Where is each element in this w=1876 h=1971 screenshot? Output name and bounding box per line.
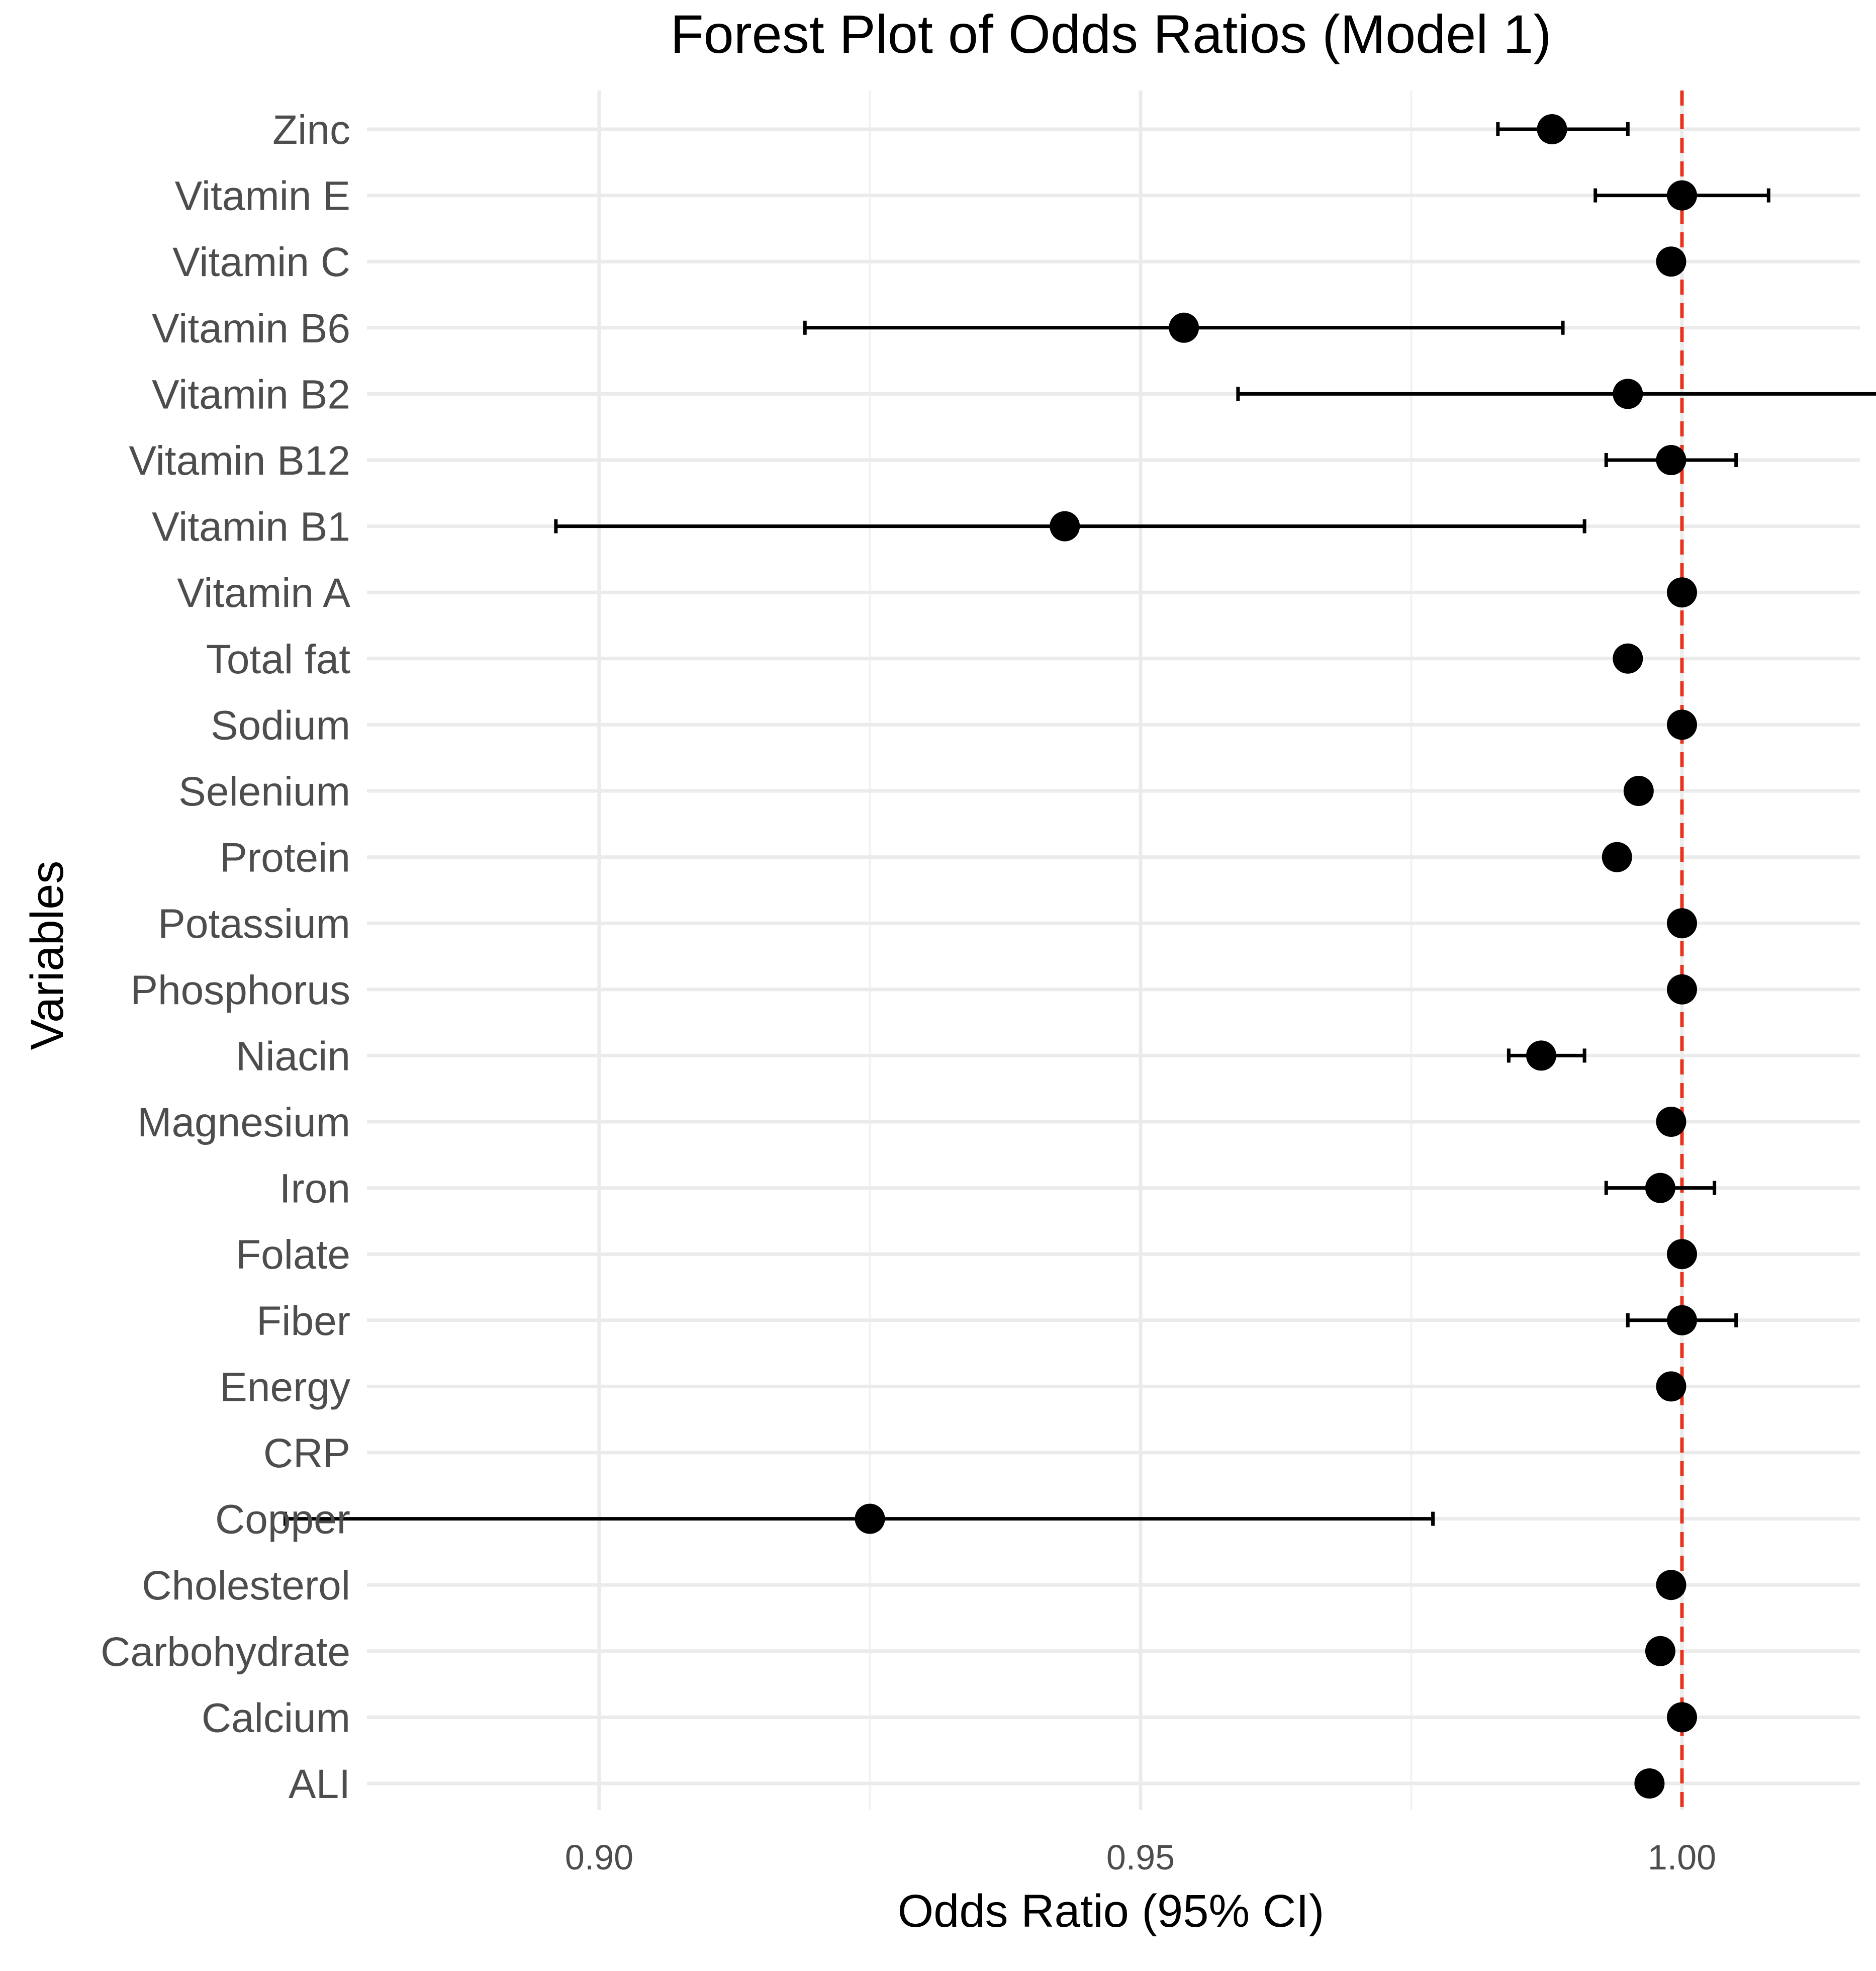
odds-ratio-point xyxy=(1667,974,1697,1005)
x-axis-title: Odds Ratio (95% CI) xyxy=(898,1886,1325,1937)
y-axis-title: Variables xyxy=(22,861,73,1050)
odds-ratio-point xyxy=(1613,379,1643,409)
x-tick-labels: 0.900.951.001.051.10 xyxy=(565,1838,1716,1877)
y-tick-label: Iron xyxy=(279,1166,350,1212)
odds-ratio-point xyxy=(1667,1305,1697,1335)
odds-ratio-point xyxy=(1634,1768,1665,1799)
odds-ratio-point xyxy=(1667,1702,1697,1733)
y-tick-label: Energy xyxy=(220,1364,350,1410)
y-tick-label: Carbohydrate xyxy=(101,1629,350,1675)
y-tick-label: Protein xyxy=(220,835,350,881)
y-tick-label: Calcium xyxy=(202,1695,350,1741)
odds-ratio-point xyxy=(1645,1173,1675,1203)
odds-ratio-point xyxy=(1602,842,1632,872)
odds-ratio-point xyxy=(1656,246,1686,277)
odds-ratio-point xyxy=(1656,1570,1686,1600)
y-tick-label: Vitamin B12 xyxy=(129,438,350,484)
grid-lines xyxy=(367,91,1860,1810)
y-tick-label: Vitamin A xyxy=(177,570,350,616)
y-tick-label: Folate xyxy=(236,1232,350,1278)
y-tick-label: Phosphorus xyxy=(130,967,350,1013)
y-tick-labels: Zinc Vitamin E Vitamin C Vitamin B6 Vitamin … xyxy=(101,107,350,1807)
y-tick-label: Niacin xyxy=(236,1033,350,1079)
y-tick-label: Selenium xyxy=(178,769,350,815)
odds-ratio-point xyxy=(1667,908,1697,939)
y-tick-label: Vitamin E xyxy=(175,173,350,219)
y-tick-label: Magnesium xyxy=(137,1100,350,1145)
y-tick-label: Total fat xyxy=(206,637,350,682)
chart-title: Forest Plot of Odds Ratios (Model 1) xyxy=(671,4,1552,64)
odds-ratio-point xyxy=(1667,1239,1697,1270)
odds-ratio-point xyxy=(1656,1371,1686,1402)
y-tick-label: ALI xyxy=(289,1761,350,1807)
odds-ratio-point xyxy=(1526,1040,1556,1071)
odds-ratio-point xyxy=(1613,643,1643,674)
odds-ratio-point xyxy=(1667,577,1697,608)
y-tick-label: Vitamin B2 xyxy=(152,372,350,417)
y-tick-label: Cholesterol xyxy=(142,1563,350,1608)
odds-ratio-point xyxy=(1537,114,1567,144)
y-tick-label: Vitamin B1 xyxy=(152,504,350,550)
y-tick-label: Potassium xyxy=(158,901,350,947)
odds-ratio-point xyxy=(855,1503,885,1534)
odds-ratio-point xyxy=(1667,709,1697,740)
y-tick-label: CRP xyxy=(263,1430,350,1476)
odds-ratio-point xyxy=(1050,511,1080,542)
y-tick-label: Sodium xyxy=(211,702,350,748)
odds-ratio-point xyxy=(1623,776,1654,806)
y-tick-label: Fiber xyxy=(256,1298,350,1344)
odds-ratio-point xyxy=(1645,1636,1675,1666)
y-tick-label: Vitamin B6 xyxy=(152,306,350,351)
odds-ratio-point xyxy=(1667,180,1697,211)
data-marks xyxy=(283,114,1876,1799)
y-tick-label: Copper xyxy=(215,1497,350,1543)
odds-ratio-point xyxy=(1656,445,1686,475)
odds-ratio-point xyxy=(1656,1107,1686,1137)
y-tick-label: Zinc xyxy=(272,107,350,153)
y-tick-label: Vitamin C xyxy=(172,239,350,285)
x-tick-label: 1.00 xyxy=(1648,1838,1716,1877)
x-tick-label: 0.95 xyxy=(1106,1838,1175,1877)
x-tick-label: 0.90 xyxy=(565,1838,633,1877)
odds-ratio-point xyxy=(1169,312,1199,343)
